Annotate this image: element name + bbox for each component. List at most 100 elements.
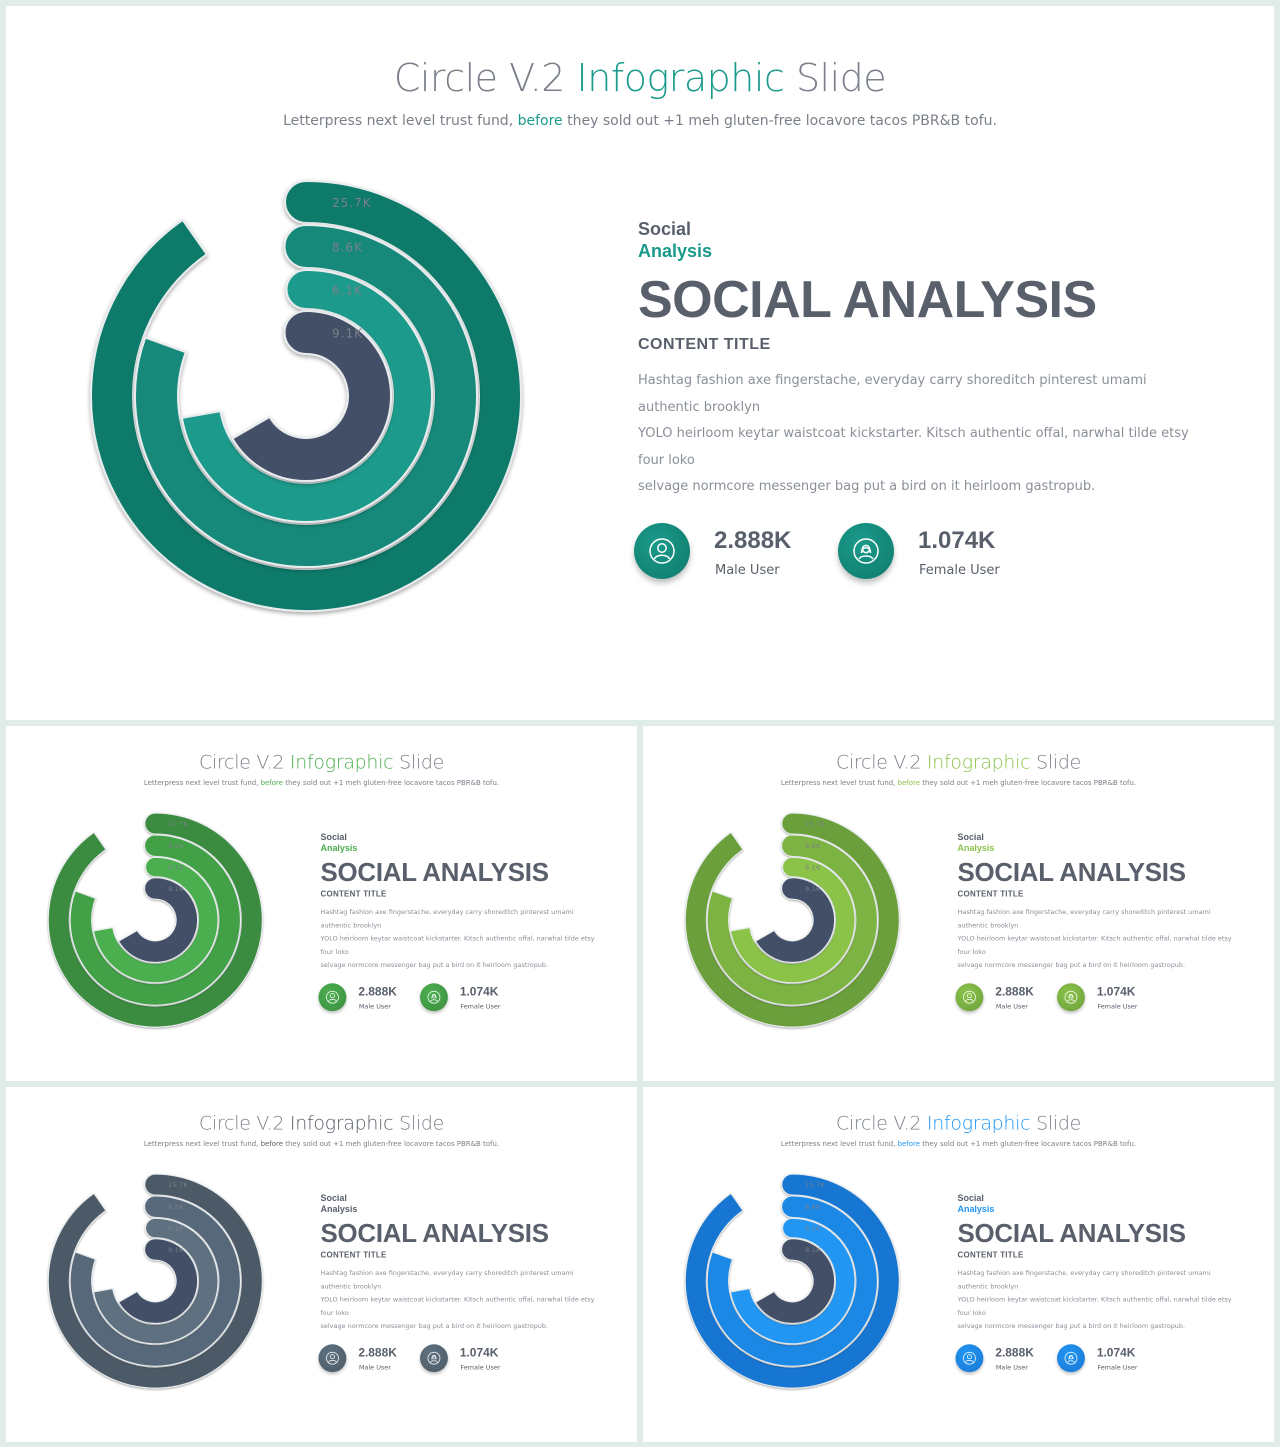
stat-label: Female User [919, 562, 1000, 578]
ring-label-2: 8.6K [332, 241, 363, 255]
stat-value: 2.888K [995, 985, 1034, 999]
subtitle-accent: before [897, 779, 921, 788]
ring-label-1: 25.7K [168, 821, 188, 828]
stat-value: 1.074K [1096, 1346, 1136, 1360]
radial-chart-svg: 25.7K 8.6K 6.1K 9.1K [90, 179, 522, 612]
subtitle-post: they sold out +1 meh gluten-free locavor… [567, 113, 997, 129]
subtitle-pre: Letterpress next level trust fund, [283, 113, 514, 129]
title-accent: Infographic [289, 750, 394, 773]
stat-label: Male User [715, 562, 780, 578]
stat-value: 2.888K [714, 526, 792, 554]
stats-row: 2.888K Male User 1.074K Female User [318, 1343, 620, 1378]
kicker-social: Social [957, 831, 984, 842]
ring-label-1: 25.7K [805, 821, 825, 828]
subtitle-post: they sold out +1 meh gluten-free locavor… [285, 779, 500, 788]
slide-subtitle: Letterpress next level trust fund, befor… [6, 1140, 637, 1148]
heading: SOCIAL ANALYSIS [638, 271, 1097, 329]
stats-row: 2.888K Male User 1.074K Female User [634, 521, 1238, 591]
content-panel: Social Analysis SOCIAL ANALYSIS CONTENT … [318, 1192, 620, 1378]
stat-value: 2.888K [358, 1346, 397, 1360]
stat-label: Male User [358, 1363, 391, 1372]
ring-label-1: 25.7K [168, 1182, 188, 1189]
radial-chart: 25.7K 8.6K 6.1K 9.1K [6, 156, 566, 676]
title-pre: Circle V.2 [198, 750, 285, 773]
title-pre: Circle V.2 [835, 1111, 922, 1134]
stat-value: 1.074K [459, 985, 499, 999]
subtitle-pre: Letterpress next level trust fund, [780, 779, 896, 788]
ring-arc-1 [684, 1173, 900, 1389]
content-panel: Social Analysis SOCIAL ANALYSIS CONTENT … [634, 218, 1238, 591]
stat-value: 2.888K [995, 1346, 1034, 1360]
kicker-analysis: Analysis [638, 241, 713, 261]
ring-arc-1 [47, 1173, 263, 1389]
ring-label-4: 9.1K [805, 886, 821, 893]
kicker-social: Social [957, 1192, 984, 1203]
subtitle-pre: Letterpress next level trust fund, [143, 1140, 259, 1149]
body-line: Hashtag fashion axe fingerstache, everyd… [320, 1269, 574, 1291]
stat-label: Female User [1097, 1002, 1138, 1011]
slide-title: Circle V.2 Infographic Slide [643, 1112, 1274, 1134]
body-text: Hashtag fashion axe fingerstache, everyd… [958, 1267, 1242, 1333]
ring-label-3: 6.1K [168, 1226, 184, 1233]
slide-title: Circle V.2 Infographic Slide [643, 751, 1274, 773]
slide-subtitle: Letterpress next level trust fund, befor… [6, 779, 637, 787]
body-line: Hashtag fashion axe fingerstache, everyd… [957, 908, 1211, 930]
body-line: selvage normcore messenger bag put a bir… [320, 1322, 549, 1330]
body-line: YOLO heirloom keytar waistcoat kickstart… [957, 935, 1232, 956]
stat-value: 1.074K [918, 526, 996, 554]
ring-arc-2 [69, 1195, 241, 1367]
subtitle-pre: Letterpress next level trust fund, [780, 1140, 896, 1149]
ring-arc-2 [69, 834, 241, 1006]
title-post: Slide [399, 750, 445, 773]
ring-label-4: 9.1K [168, 886, 184, 893]
slide-subtitle: Letterpress next level trust fund, befor… [6, 113, 1274, 129]
ring-arc-2 [706, 1195, 878, 1367]
male-user-icon [955, 1344, 984, 1372]
stat-value: 1.074K [459, 1346, 499, 1360]
title-post: Slide [399, 1111, 445, 1134]
title-pre: Circle V.2 [393, 56, 566, 100]
stats-row: 2.888K Male User 1.074K Female User [318, 982, 620, 1017]
content-title: CONTENT TITLE [320, 890, 387, 899]
title-accent: Infographic [289, 1111, 394, 1134]
ring-arc-3 [729, 856, 856, 984]
kicker-analysis: Analysis [957, 1203, 995, 1214]
body-line: YOLO heirloom keytar waistcoat kickstart… [957, 1296, 1232, 1317]
heading: SOCIAL ANALYSIS [320, 857, 549, 887]
ring-label-3: 6.1K [805, 1226, 821, 1233]
heading: SOCIAL ANALYSIS [957, 1218, 1186, 1248]
stats-row: 2.888K Male User 1.074K Female User [955, 982, 1257, 1017]
slide-title: Circle V.2 Infographic Slide [6, 56, 1274, 100]
ring-label-3: 6.1K [168, 865, 184, 872]
ring-arc-3 [92, 856, 219, 984]
stat-label: Female User [460, 1363, 501, 1372]
radial-chart: 25.7K 8.6K 6.1K 9.1K [643, 801, 922, 1060]
ring-label-3: 6.1K [805, 865, 821, 872]
content-title: CONTENT TITLE [320, 1251, 387, 1260]
subtitle-post: they sold out +1 meh gluten-free locavor… [922, 779, 1137, 788]
content-panel: Social Analysis SOCIAL ANALYSIS CONTENT … [955, 1192, 1257, 1377]
content-title: CONTENT TITLE [957, 890, 1024, 899]
radial-chart: 25.7K 8.6K 6.1K 9.1K [6, 1162, 285, 1421]
body-text: Hashtag fashion axe fingerstache, everyd… [638, 368, 1208, 501]
ring-label-3: 6.1K [332, 284, 363, 298]
body-line: YOLO heirloom keytar waistcoat kickstart… [320, 935, 595, 956]
ring-arc-2 [706, 834, 878, 1006]
female-user-icon [838, 522, 894, 579]
heading: SOCIAL ANALYSIS [320, 1218, 549, 1248]
ring-label-2: 8.6K [168, 1204, 184, 1211]
slide-3: Circle V.2 Infographic Slide Letterpress… [643, 726, 1274, 1081]
stat-label: Male User [358, 1002, 391, 1011]
content-panel: Social Analysis SOCIAL ANALYSIS CONTENT … [318, 831, 620, 1017]
ring-arc-3 [180, 268, 433, 523]
title-accent: Infographic [576, 56, 785, 100]
stat-label: Male User [995, 1363, 1028, 1372]
slide-4: Circle V.2 Infographic Slide Letterpress… [6, 1087, 637, 1442]
stat-label: Female User [460, 1002, 501, 1011]
slide-subtitle: Letterpress next level trust fund, befor… [643, 779, 1274, 787]
ring-arc-4 [754, 1238, 836, 1324]
kicker-social: Social [320, 831, 347, 842]
radial-chart-svg: 25.7K 8.6K 6.1K 9.1K [47, 1173, 263, 1389]
title-post: Slide [1036, 1111, 1082, 1134]
radial-chart-svg: 25.7K 8.6K 6.1K 9.1K [47, 812, 263, 1028]
